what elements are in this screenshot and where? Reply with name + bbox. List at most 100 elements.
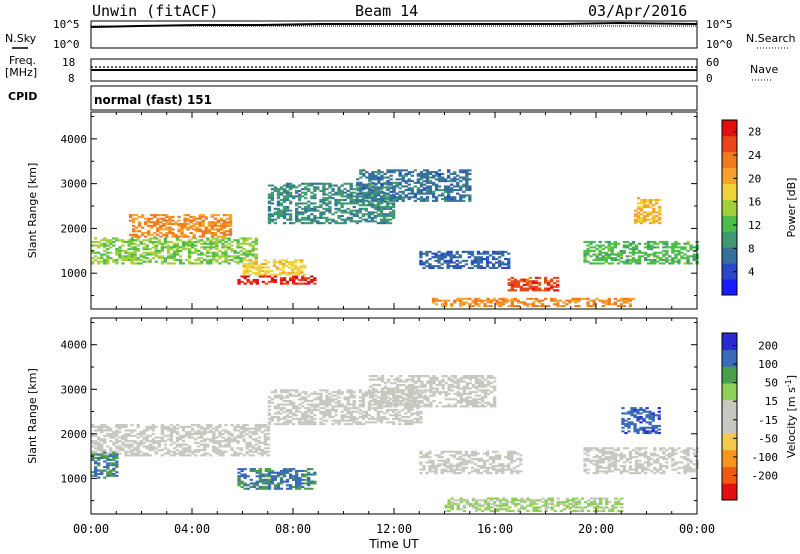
data-cell bbox=[159, 214, 163, 217]
data-cell bbox=[611, 508, 615, 511]
data-cell bbox=[467, 454, 471, 457]
data-cell bbox=[328, 202, 332, 205]
data-cell bbox=[398, 190, 402, 193]
data-cell bbox=[437, 456, 441, 459]
data-cell bbox=[340, 193, 344, 196]
data-cell bbox=[304, 191, 308, 194]
data-cell bbox=[444, 394, 448, 397]
data-cell bbox=[520, 506, 524, 509]
data-cell bbox=[334, 198, 338, 201]
data-cell bbox=[218, 443, 222, 446]
data-cell bbox=[325, 209, 329, 212]
data-cell bbox=[447, 189, 451, 192]
data-cell bbox=[304, 410, 308, 413]
data-cell bbox=[175, 242, 180, 245]
data-cell bbox=[178, 450, 183, 453]
data-cell bbox=[628, 303, 633, 306]
data-cell bbox=[488, 254, 493, 257]
data-cell bbox=[121, 449, 125, 452]
data-cell bbox=[183, 214, 187, 217]
data-cell bbox=[200, 440, 204, 443]
data-cell bbox=[203, 246, 207, 249]
data-cell bbox=[276, 202, 281, 205]
data-cell bbox=[154, 452, 158, 455]
data-cell bbox=[507, 289, 511, 292]
data-cell bbox=[257, 440, 261, 443]
data-cell bbox=[380, 198, 384, 201]
data-cell bbox=[245, 268, 249, 271]
data-cell bbox=[371, 176, 375, 179]
data-cell bbox=[239, 427, 243, 430]
data-cell bbox=[322, 416, 326, 419]
data-cell bbox=[136, 452, 140, 455]
data-cell bbox=[200, 427, 204, 430]
data-cell bbox=[313, 193, 317, 196]
data-cell bbox=[106, 425, 110, 428]
data-cell bbox=[431, 266, 435, 269]
data-cell bbox=[255, 471, 259, 474]
data-cell bbox=[266, 454, 270, 457]
data-cell bbox=[398, 394, 402, 397]
data-cell bbox=[103, 260, 107, 263]
data-cell bbox=[419, 190, 424, 193]
data-region bbox=[368, 375, 497, 408]
data-cell bbox=[437, 180, 442, 183]
data-cell bbox=[470, 250, 475, 253]
data-cell bbox=[474, 499, 479, 502]
data-cell bbox=[468, 178, 472, 181]
data-cell bbox=[459, 199, 463, 202]
data-cell bbox=[94, 244, 98, 247]
data-cell bbox=[474, 378, 479, 381]
data-cell bbox=[544, 501, 548, 504]
data-cell bbox=[434, 178, 439, 181]
data-cell bbox=[462, 391, 466, 394]
data-cell bbox=[589, 255, 593, 258]
data-cell bbox=[455, 466, 459, 469]
data-cell bbox=[242, 257, 246, 260]
data-cell bbox=[109, 432, 113, 435]
data-cell bbox=[516, 457, 520, 460]
data-cell bbox=[477, 380, 482, 383]
data-cell bbox=[289, 416, 293, 419]
data-cell bbox=[620, 497, 624, 500]
data-cell bbox=[204, 217, 208, 220]
data-cell bbox=[511, 510, 515, 513]
data-cell bbox=[376, 412, 381, 415]
data-cell bbox=[197, 249, 201, 252]
data-cell bbox=[473, 265, 478, 268]
data-cell bbox=[371, 389, 376, 392]
data-cell bbox=[425, 265, 429, 268]
data-cell bbox=[291, 261, 295, 264]
data-cell bbox=[343, 198, 347, 201]
data-cell bbox=[429, 401, 433, 404]
data-cell bbox=[411, 375, 415, 378]
data-cell bbox=[194, 438, 198, 441]
data-cell bbox=[121, 424, 125, 427]
data-cell bbox=[310, 202, 314, 205]
data-cell bbox=[446, 252, 450, 255]
data-cell bbox=[485, 252, 490, 255]
data-cell bbox=[124, 257, 128, 260]
data-cell bbox=[175, 244, 180, 247]
data-cell bbox=[414, 387, 418, 390]
data-cell bbox=[631, 257, 636, 260]
data-cell bbox=[264, 282, 268, 285]
data-cell bbox=[604, 258, 608, 261]
data-cell bbox=[227, 239, 231, 242]
data-cell bbox=[298, 392, 302, 395]
data-cell bbox=[313, 216, 317, 219]
data-cell bbox=[441, 176, 445, 179]
data-cell bbox=[227, 440, 231, 443]
data-cell bbox=[450, 497, 454, 500]
data-cell bbox=[230, 432, 234, 435]
data-cell bbox=[437, 465, 441, 468]
data-cell bbox=[416, 419, 420, 422]
data-cell bbox=[532, 499, 536, 502]
data-cell bbox=[592, 305, 596, 308]
data-cell bbox=[343, 419, 347, 422]
data-cell bbox=[455, 472, 459, 475]
data-cell bbox=[595, 297, 599, 300]
data-cell bbox=[501, 303, 505, 306]
data-cell bbox=[270, 198, 275, 201]
data-cell bbox=[254, 239, 258, 242]
